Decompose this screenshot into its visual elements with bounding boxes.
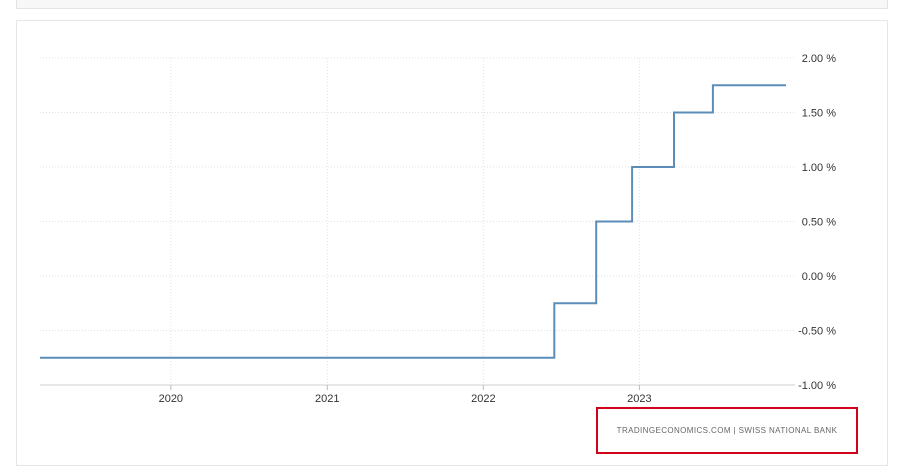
x-tick-label: 2020 xyxy=(159,393,183,405)
y-axis-ticks: 2.00 % 1.50 % 1.00 % 0.50 % 0.00 % -0.50 % -1.… xyxy=(798,53,836,392)
grid xyxy=(40,57,795,390)
y-tick-label: -0.50 % xyxy=(798,326,836,338)
y-tick-label: 1.50 % xyxy=(802,108,836,120)
x-axis-ticks: 2020 2021 2022 2023 xyxy=(159,393,652,405)
chart-card xyxy=(16,20,888,466)
y-tick-label: -1.00 % xyxy=(798,380,836,392)
y-tick-label: 2.00 % xyxy=(802,53,836,65)
y-tick-label: 0.50 % xyxy=(802,217,836,229)
y-tick-label: 0.00 % xyxy=(802,271,836,283)
x-tick-label: 2021 xyxy=(315,393,339,405)
y-tick-label: 1.00 % xyxy=(802,162,836,174)
source-label[interactable]: TRADINGECONOMICS.COM | SWISS NATIONAL BA… xyxy=(616,426,838,435)
series-line xyxy=(40,84,786,359)
source-highlight-box: TRADINGECONOMICS.COM | SWISS NATIONAL BA… xyxy=(596,407,858,454)
x-tick-label: 2023 xyxy=(627,393,651,405)
series-layer xyxy=(40,84,786,359)
x-tick-label: 2022 xyxy=(471,393,495,405)
top-panel-edge xyxy=(16,0,888,9)
